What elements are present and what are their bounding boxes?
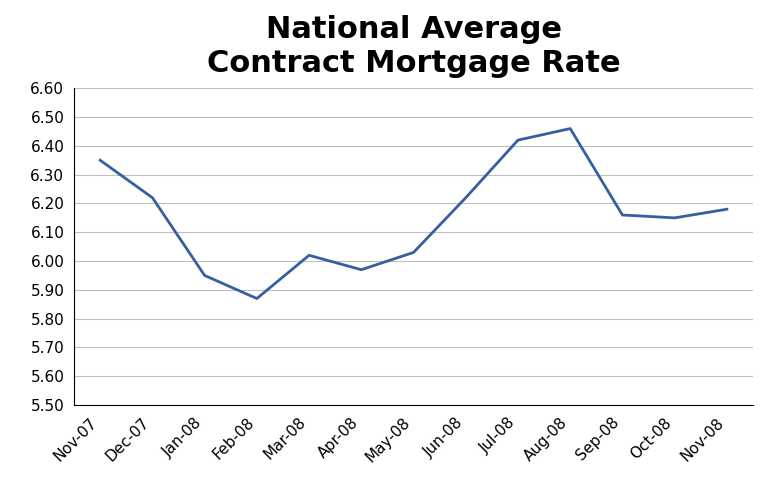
Title: National Average
Contract Mortgage Rate: National Average Contract Mortgage Rate — [207, 15, 621, 78]
